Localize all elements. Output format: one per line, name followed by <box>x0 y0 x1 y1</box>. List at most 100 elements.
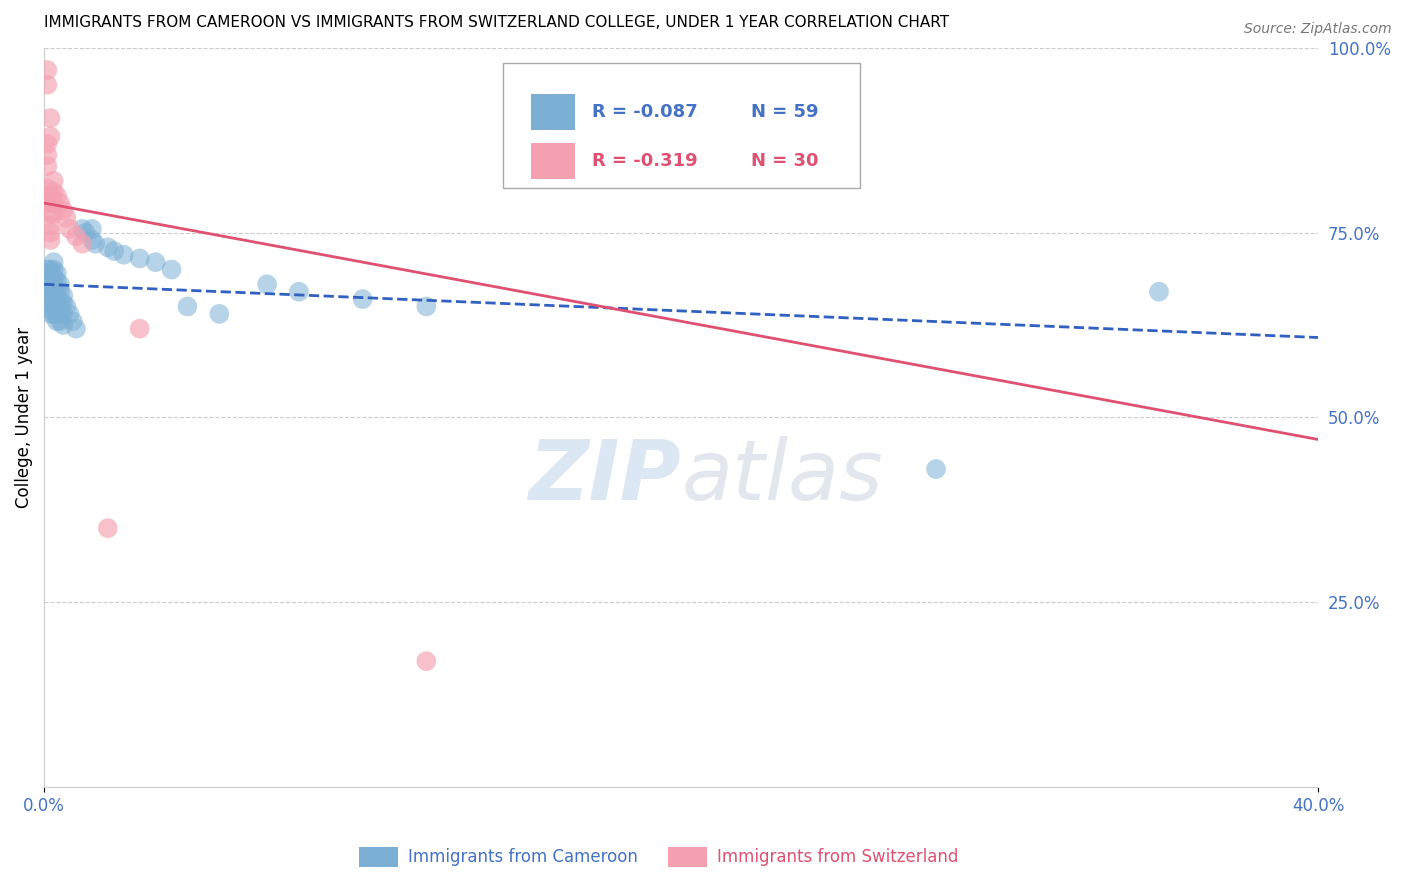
Point <box>208 307 231 321</box>
Point <box>49 295 72 310</box>
Point <box>72 222 94 236</box>
Point <box>58 307 80 321</box>
Point <box>112 248 135 262</box>
Point <box>42 269 65 284</box>
Point <box>52 288 75 302</box>
Point <box>39 292 62 306</box>
Point <box>42 277 65 292</box>
Point <box>39 226 62 240</box>
Text: atlas: atlas <box>681 436 883 517</box>
Point <box>103 244 125 258</box>
Point <box>42 196 65 211</box>
Point <box>37 159 59 173</box>
Point <box>42 262 65 277</box>
Text: N = 30: N = 30 <box>751 152 818 169</box>
Text: Source: ZipAtlas.com: Source: ZipAtlas.com <box>1244 22 1392 37</box>
Point <box>80 233 103 247</box>
Point <box>45 274 67 288</box>
Text: Immigrants from Cameroon: Immigrants from Cameroon <box>408 848 637 866</box>
Text: IMMIGRANTS FROM CAMEROON VS IMMIGRANTS FROM SWITZERLAND COLLEGE, UNDER 1 YEAR CO: IMMIGRANTS FROM CAMEROON VS IMMIGRANTS F… <box>44 15 949 30</box>
Point <box>49 277 72 292</box>
Point <box>45 314 67 328</box>
Point <box>39 285 62 299</box>
Point <box>52 307 75 321</box>
Point <box>37 136 59 151</box>
Point <box>65 321 87 335</box>
Point <box>37 148 59 162</box>
Point <box>39 295 62 310</box>
Point <box>39 129 62 144</box>
Point <box>145 255 167 269</box>
Point <box>42 207 65 221</box>
Point <box>39 266 62 280</box>
Point <box>39 218 62 232</box>
Point <box>52 203 75 218</box>
Point <box>45 266 67 280</box>
Point <box>37 274 59 288</box>
Point <box>58 222 80 236</box>
Point <box>65 229 87 244</box>
Point <box>75 226 97 240</box>
Point <box>55 300 77 314</box>
Point <box>45 292 67 306</box>
Point <box>49 196 72 211</box>
Point <box>42 307 65 321</box>
Point <box>45 285 67 299</box>
Point <box>176 300 198 314</box>
Point <box>45 300 67 314</box>
Point <box>45 188 67 202</box>
Point <box>52 295 75 310</box>
Point <box>80 222 103 236</box>
Point <box>37 196 59 211</box>
Point <box>37 62 59 77</box>
Text: R = -0.087: R = -0.087 <box>592 103 697 121</box>
Point <box>42 285 65 299</box>
Point <box>415 654 437 668</box>
Point <box>49 314 72 328</box>
Text: ZIP: ZIP <box>529 436 681 517</box>
Bar <box>531 95 575 130</box>
Point <box>42 255 65 269</box>
Bar <box>531 143 575 178</box>
Point <box>925 462 948 476</box>
Point <box>52 318 75 332</box>
Text: Immigrants from Switzerland: Immigrants from Switzerland <box>717 848 959 866</box>
Point <box>42 300 65 314</box>
Point <box>128 321 150 335</box>
Point <box>49 303 72 318</box>
Point <box>37 281 59 295</box>
Point <box>39 207 62 221</box>
Point <box>37 269 59 284</box>
Point <box>45 307 67 321</box>
Point <box>160 262 183 277</box>
Point <box>39 277 62 292</box>
Point <box>62 314 84 328</box>
Text: N = 59: N = 59 <box>751 103 818 121</box>
Y-axis label: College, Under 1 year: College, Under 1 year <box>15 326 32 508</box>
Point <box>1147 285 1170 299</box>
Text: R = -0.319: R = -0.319 <box>592 152 697 169</box>
Point <box>37 262 59 277</box>
Point <box>39 196 62 211</box>
Point <box>256 277 278 292</box>
Point <box>97 240 120 254</box>
Point <box>37 78 59 92</box>
Point <box>39 307 62 321</box>
Point <box>42 185 65 199</box>
Point <box>42 174 65 188</box>
Point <box>288 285 311 299</box>
Point <box>42 292 65 306</box>
Point <box>39 262 62 277</box>
Point <box>97 521 120 535</box>
Point <box>39 111 62 125</box>
Point <box>49 285 72 299</box>
Point <box>352 292 374 306</box>
Point <box>39 303 62 318</box>
Point <box>39 233 62 247</box>
Point <box>37 181 59 195</box>
Point <box>415 300 437 314</box>
Point <box>128 252 150 266</box>
Point <box>37 188 59 202</box>
Point <box>55 211 77 225</box>
Point <box>39 188 62 202</box>
